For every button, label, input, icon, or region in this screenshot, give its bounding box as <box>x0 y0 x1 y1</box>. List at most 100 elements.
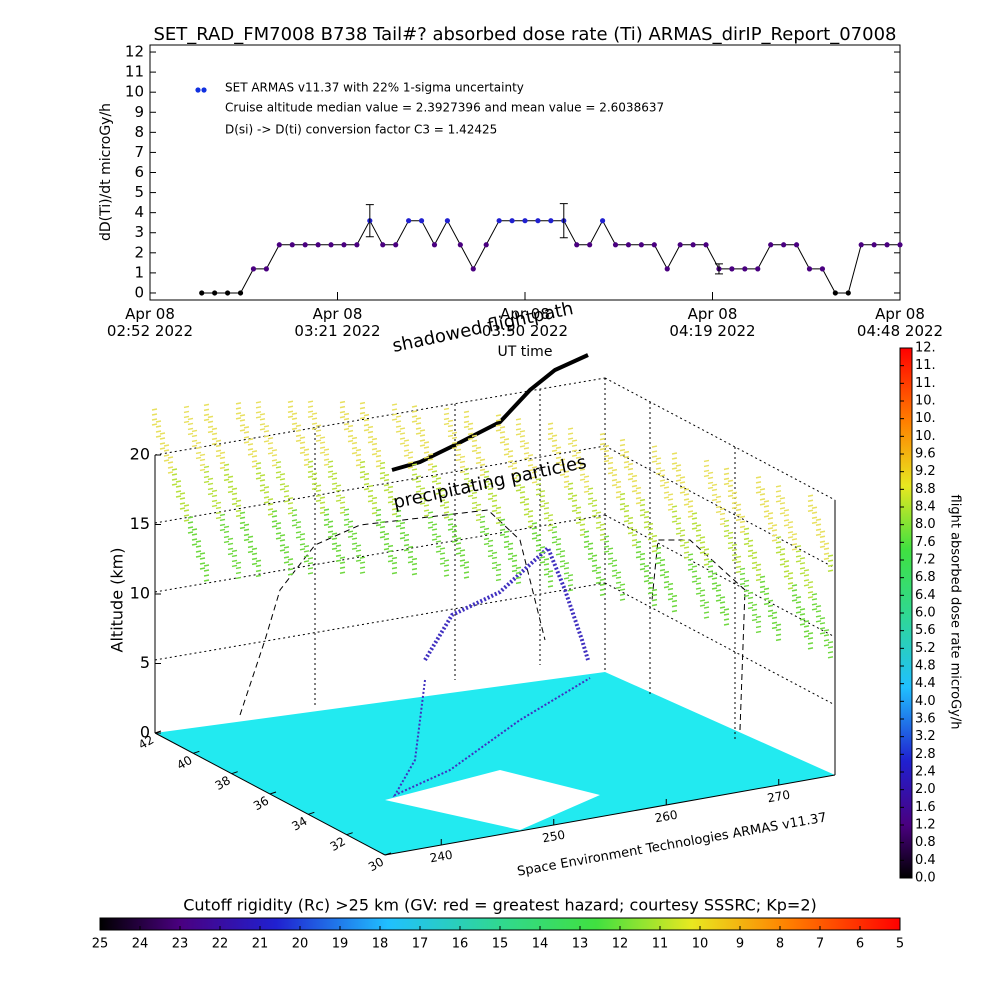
particle-dash <box>243 431 250 434</box>
particle-dash <box>551 541 558 544</box>
particle-dash <box>543 507 550 510</box>
particle-dash <box>563 567 570 570</box>
data-point <box>703 242 709 248</box>
particle-dash <box>575 466 582 469</box>
particle-dash <box>787 572 794 575</box>
particle-dash <box>587 492 594 495</box>
particle-dash <box>755 630 762 634</box>
particle-dash <box>787 587 794 590</box>
particle-dash <box>311 417 318 420</box>
particle-dash <box>747 544 754 548</box>
lat-tick-label: 36 <box>251 794 271 814</box>
particle-dash <box>583 535 590 538</box>
particle-dash <box>479 530 486 534</box>
particle-dash <box>619 448 626 452</box>
particle-dash <box>783 524 790 527</box>
particle-dash <box>751 566 758 570</box>
particle-dash <box>567 432 574 435</box>
particle-dash <box>371 511 378 515</box>
particle-dash <box>603 550 610 553</box>
particle-dash <box>587 497 594 500</box>
particle-dash <box>207 487 214 491</box>
particle-dash <box>335 554 342 557</box>
z-axis-label: Altitude (km) <box>108 548 127 653</box>
data-point <box>548 218 554 224</box>
particle-dash <box>679 491 686 494</box>
particle-dash <box>435 482 442 485</box>
particle-dash <box>355 448 362 452</box>
particle-dash <box>279 534 286 537</box>
particle-dash <box>339 556 346 559</box>
particle-dash <box>183 420 190 424</box>
particle-dash <box>815 620 822 623</box>
particle-dash <box>195 550 202 553</box>
particle-dash <box>679 539 686 542</box>
particle-dash <box>491 561 498 565</box>
particle-dash <box>283 546 290 549</box>
particle-dash <box>827 656 834 659</box>
particle-dash <box>387 495 394 499</box>
particle-dash <box>627 526 634 530</box>
particle-dash <box>439 489 446 492</box>
particle-dash <box>295 526 302 529</box>
particle-dash <box>491 504 498 508</box>
particle-dash <box>703 601 710 604</box>
particle-dash <box>459 549 466 552</box>
data-point <box>315 242 321 248</box>
particle-dash <box>399 526 406 530</box>
particle-dash <box>323 458 330 461</box>
particle-dash <box>643 510 650 514</box>
particle-dash <box>227 537 234 541</box>
particle-dash <box>267 503 274 506</box>
particle-dash <box>807 596 814 599</box>
particle-dash <box>571 449 578 452</box>
particle-dash <box>599 538 606 541</box>
particle-dash <box>643 564 650 568</box>
particle-dash <box>311 472 318 475</box>
particle-dash <box>695 534 702 537</box>
particle-dash <box>511 467 518 470</box>
particle-dash <box>791 533 798 536</box>
particle-dash <box>411 468 418 471</box>
lat-tick-label: 34 <box>289 814 309 834</box>
particle-dash <box>667 597 674 601</box>
particle-dash <box>711 493 718 497</box>
particle-dash <box>359 460 366 464</box>
particle-dash <box>503 448 510 451</box>
colorbar-tick-label: 0.0 <box>915 871 936 886</box>
particle-dash <box>595 566 602 569</box>
z-tick-label: 0 <box>140 723 150 742</box>
particle-dash <box>711 483 718 487</box>
particle-dash <box>687 568 694 571</box>
particle-dash <box>683 493 690 496</box>
particle-dash <box>703 563 710 566</box>
particle-dash <box>387 490 394 494</box>
particle-dash <box>775 546 782 549</box>
particle-dash <box>363 477 370 481</box>
particle-dash <box>687 500 694 503</box>
particle-dash <box>339 571 346 574</box>
particle-dash <box>291 519 298 522</box>
particle-dash <box>487 497 494 501</box>
particle-dash <box>351 537 358 540</box>
colorbar-tick-label: 20 <box>292 937 309 952</box>
particle-dash <box>339 415 346 419</box>
lat-tick <box>346 832 353 836</box>
particle-dash <box>651 544 658 548</box>
particle-dash <box>335 484 342 487</box>
particle-dash <box>499 528 506 532</box>
particle-dash <box>475 518 482 522</box>
particle-dash <box>475 461 482 465</box>
colorbar-tick-label: 4.4 <box>915 676 936 691</box>
particle-dash <box>335 499 342 502</box>
particle-dash <box>623 509 630 513</box>
particle-dash <box>343 427 350 431</box>
particle-dash <box>819 530 826 533</box>
particle-dash <box>659 573 666 577</box>
particle-dash <box>655 467 662 470</box>
particle-dash <box>235 509 242 513</box>
particle-dash <box>515 418 522 421</box>
particle-dash <box>171 483 178 486</box>
particle-dash <box>687 563 694 566</box>
particle-dash <box>635 496 642 500</box>
